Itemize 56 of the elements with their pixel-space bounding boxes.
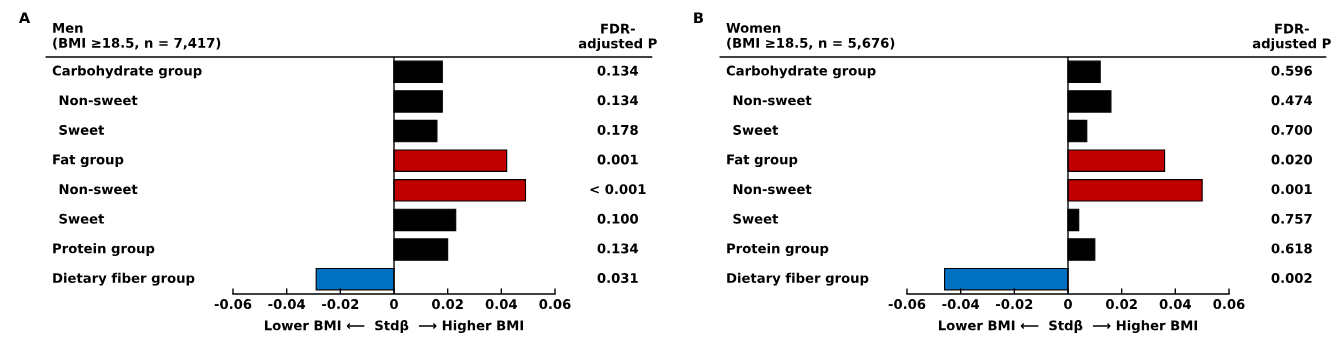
text: A (18, 12, 31, 24)
text: 0.757 (1271, 213, 1312, 224)
category-label: Carbohydrate group (726, 65, 876, 79)
x-axis-title: Lower BMI ⟵ Stdβ ⟶ Higher BMI (264, 319, 524, 334)
category-label: Dietary fiber group (53, 272, 195, 286)
text: 0.134 (597, 243, 639, 254)
text: 0.031 (597, 273, 638, 284)
text: Men (53, 23, 83, 33)
text: FDR- adjusted P (1252, 23, 1331, 51)
text: Women (726, 23, 781, 33)
category-label: Carbohydrate group (52, 65, 202, 79)
x-tick-label: 0.06 (1213, 299, 1245, 310)
category-label: Protein group (727, 243, 829, 256)
text: 0.020 (1271, 154, 1313, 165)
x-tick-label: 0.06 (539, 299, 571, 310)
x-tick-label: 0.04 (485, 299, 517, 310)
x-tick-label: -0.06 (888, 299, 926, 310)
category-label: Non-sweet (733, 184, 812, 195)
text: 0.178 (597, 124, 638, 135)
x-tick-label: -0.02 (996, 299, 1033, 310)
text: (BMI ≥18.5, n = 5,676) (727, 37, 895, 50)
category-label: Non-sweet (59, 184, 138, 195)
text: (BMI ≥18.5, n = 7,417) (53, 37, 221, 50)
x-tick-label: -0.02 (322, 299, 359, 310)
x-tick-label: 0.02 (1106, 299, 1137, 310)
x-tick-label: 0 (1064, 299, 1072, 310)
x-axis-title: Lower BMI ⟵ Stdβ ⟶ Higher BMI (938, 319, 1198, 334)
category-label: Dietary fiber group (727, 272, 869, 286)
x-tick-label: -0.04 (942, 299, 980, 310)
x-tick-label: -0.04 (268, 299, 306, 310)
x-tick-label: 0.04 (1159, 299, 1191, 310)
text: 0.001 (597, 154, 638, 165)
x-tick-label: -0.06 (214, 299, 252, 310)
category-label: Fat group (727, 154, 798, 168)
text: 0.134 (597, 95, 639, 106)
text: 0.618 (1271, 243, 1312, 254)
category-label: Fat group (53, 154, 124, 168)
text: 0.100 (597, 213, 639, 224)
text: 0.134 (597, 65, 639, 76)
text: 0.700 (1271, 124, 1313, 135)
category-label: Non-sweet (59, 95, 138, 106)
category-label: Sweet (59, 124, 105, 135)
x-tick-label: 0.02 (432, 299, 463, 310)
category-label: Sweet (733, 124, 779, 135)
text: B (694, 12, 703, 24)
text: FDR- adjusted P (578, 23, 657, 51)
category-label: Non-sweet (733, 95, 812, 106)
text: 0.002 (1271, 273, 1312, 284)
category-label: Sweet (733, 213, 779, 224)
category-label: Sweet (59, 213, 105, 224)
x-tick-label: 0 (390, 299, 398, 310)
category-label: Protein group (53, 243, 155, 256)
text: < 0.001 (590, 184, 646, 195)
text: 0.474 (1271, 95, 1313, 106)
text: 0.001 (1271, 184, 1312, 195)
text: 0.596 (1271, 65, 1312, 76)
